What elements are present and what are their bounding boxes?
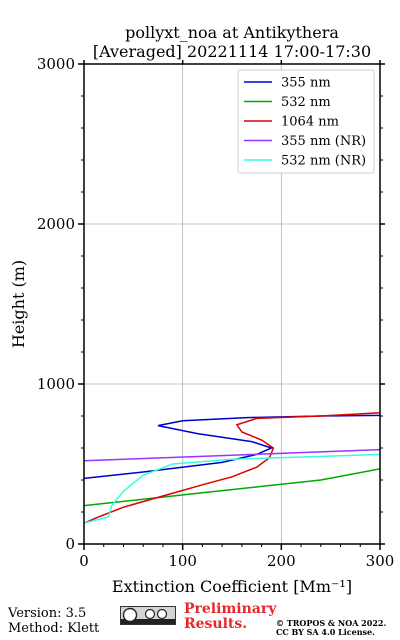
preliminary-notice: Preliminary Results.: [184, 602, 276, 632]
version-text: Version: 3.5: [8, 606, 87, 621]
series-line-3: [84, 448, 380, 462]
extinction-chart: pollyxt_noa at Antikythera [Averaged] 20…: [9, 23, 395, 596]
series-group: [84, 412, 380, 524]
x-tick-label: 0: [79, 552, 89, 570]
x-tick-label: 200: [267, 552, 296, 570]
legend-label: 355 nm (NR): [281, 134, 366, 149]
y-tick-label: 0: [65, 535, 75, 553]
legend-box: [237, 69, 375, 174]
series-line-2: [84, 412, 380, 524]
axis-ticks: [78, 60, 385, 550]
legend-items: 355 nm 532 nm 1064 nm 355 nm (NR) 532 nm (NR…: [244, 76, 366, 169]
chart-subtitle: [Averaged] 20221114 17:00-17:30: [93, 42, 371, 61]
copyright-line-1: © TROPOS & NOA 2022.: [276, 618, 387, 628]
y-tick-label: 3000: [37, 55, 75, 73]
x-axis-label: Extinction Coefficient [Mm⁻¹]: [112, 577, 352, 596]
x-tick-label: 100: [168, 552, 197, 570]
series-line-4: [84, 453, 380, 524]
cc-license-badge: [120, 606, 176, 625]
x-tick-label: 300: [366, 552, 395, 570]
y-tick-label: 1000: [37, 375, 75, 393]
preliminary-line-2: Results.: [184, 616, 248, 632]
y-tick-label: 2000: [37, 215, 75, 233]
y-axis-label: Height (m): [9, 260, 28, 348]
series-line-0: [84, 414, 380, 480]
legend: 355 nm 532 nm 1064 nm 355 nm (NR) 532 nm (NR…: [237, 69, 375, 174]
copyright-notice: © TROPOS & NOA 2022. CC BY SA 4.0 Licens…: [276, 619, 386, 637]
plot-frame: [83, 63, 381, 545]
copyright-line-2: CC BY SA 4.0 License.: [276, 627, 375, 637]
method-text: Method: Klett: [8, 621, 100, 636]
preliminary-line-1: Preliminary: [184, 601, 277, 617]
cc-icon: [121, 607, 175, 624]
chart-title: pollyxt_noa at Antikythera: [125, 23, 339, 42]
legend-label: 1064 nm: [281, 115, 339, 130]
legend-label: 355 nm: [281, 76, 331, 91]
legend-label: 532 nm: [281, 95, 331, 110]
series-line-1: [84, 468, 380, 507]
legend-label: 532 nm (NR): [281, 154, 366, 169]
